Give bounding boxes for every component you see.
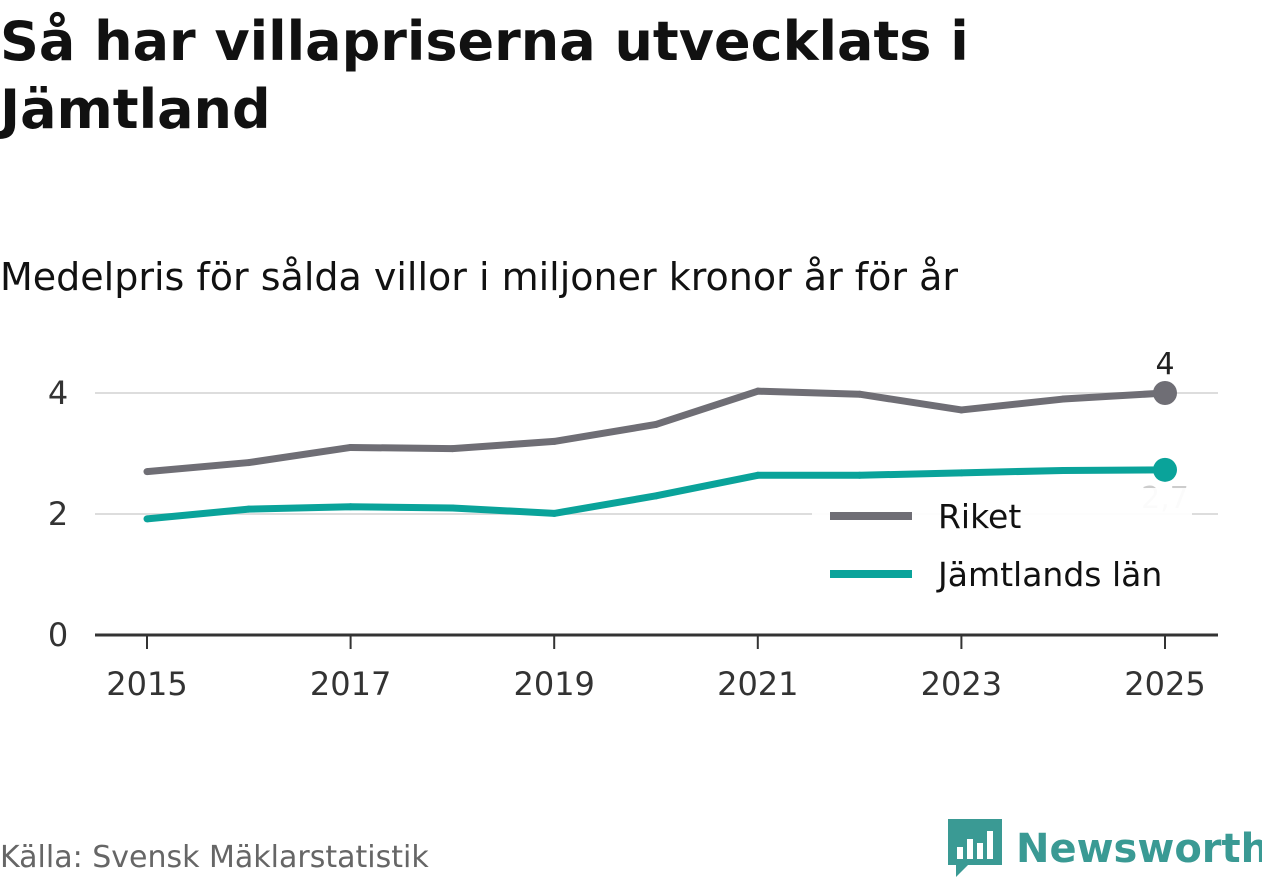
newsworthy-logo-icon <box>948 819 1002 877</box>
x-tick-label-2019: 2019 <box>513 665 594 703</box>
data-point-jämtlands-län-2018 <box>448 504 456 512</box>
y-axis-ticks: 0 2 4 <box>48 374 68 654</box>
brand: Newsworthy <box>948 818 1262 880</box>
x-tick-label-2025: 2025 <box>1124 665 1205 703</box>
x-tick-label-2015: 2015 <box>106 665 187 703</box>
data-point-riket-2016 <box>245 459 253 467</box>
data-point-riket-2023 <box>957 406 965 414</box>
legend-label-riket: Riket <box>938 497 1021 536</box>
data-point-jämtlands-län-2016 <box>245 505 253 513</box>
data-point-riket-2022 <box>856 390 864 398</box>
legend-label-jämtlands-län: Jämtlands län <box>936 555 1162 594</box>
legend: Riket Jämtlands län <box>812 488 1192 608</box>
legend-background <box>812 488 1192 608</box>
source-note: Källa: Svensk Mäklarstatistik <box>0 840 429 875</box>
data-point-jämtlands-län-2024 <box>1059 466 1067 474</box>
y-tick-label-4: 4 <box>48 374 68 412</box>
data-point-jämtlands-län-2023 <box>957 469 965 477</box>
data-point-riket-2024 <box>1059 395 1067 403</box>
chart-title: Så har villapriserna utvecklats i Jämtla… <box>0 10 969 141</box>
x-tick-label-2023: 2023 <box>921 665 1002 703</box>
data-point-jämtlands-län-2019 <box>550 509 558 517</box>
x-axis: 2015 2017 2019 2021 2023 2025 <box>95 633 1218 703</box>
data-point-jämtlands-län-2015 <box>143 515 151 523</box>
series-lines <box>143 387 1169 523</box>
data-point-riket-2019 <box>550 437 558 445</box>
end-label-riket: 4 <box>1155 347 1174 382</box>
data-point-jämtlands-län-2022 <box>856 471 864 479</box>
data-point-jämtlands-län-2021 <box>754 471 762 479</box>
series-line-riket <box>146 387 1166 476</box>
data-point-riket-2020 <box>652 420 660 428</box>
y-tick-label-0: 0 <box>48 616 68 654</box>
brand-name: Newsworthy <box>1016 826 1262 872</box>
data-point-riket-2018 <box>448 445 456 453</box>
data-point-riket-2015 <box>143 468 151 476</box>
x-tick-label-2021: 2021 <box>717 665 798 703</box>
data-point-riket-2021 <box>754 387 762 395</box>
chart-subtitle: Medelpris för sålda villor i miljoner kr… <box>0 255 959 299</box>
data-point-jämtlands-län-2020 <box>652 492 660 500</box>
data-point-jämtlands-län-2017 <box>347 503 355 511</box>
end-marker-riket <box>1153 381 1177 405</box>
data-point-riket-2017 <box>347 443 355 451</box>
y-tick-label-2: 2 <box>48 495 68 533</box>
end-marker-jämtlands-län <box>1153 457 1177 482</box>
x-tick-label-2017: 2017 <box>310 665 391 703</box>
